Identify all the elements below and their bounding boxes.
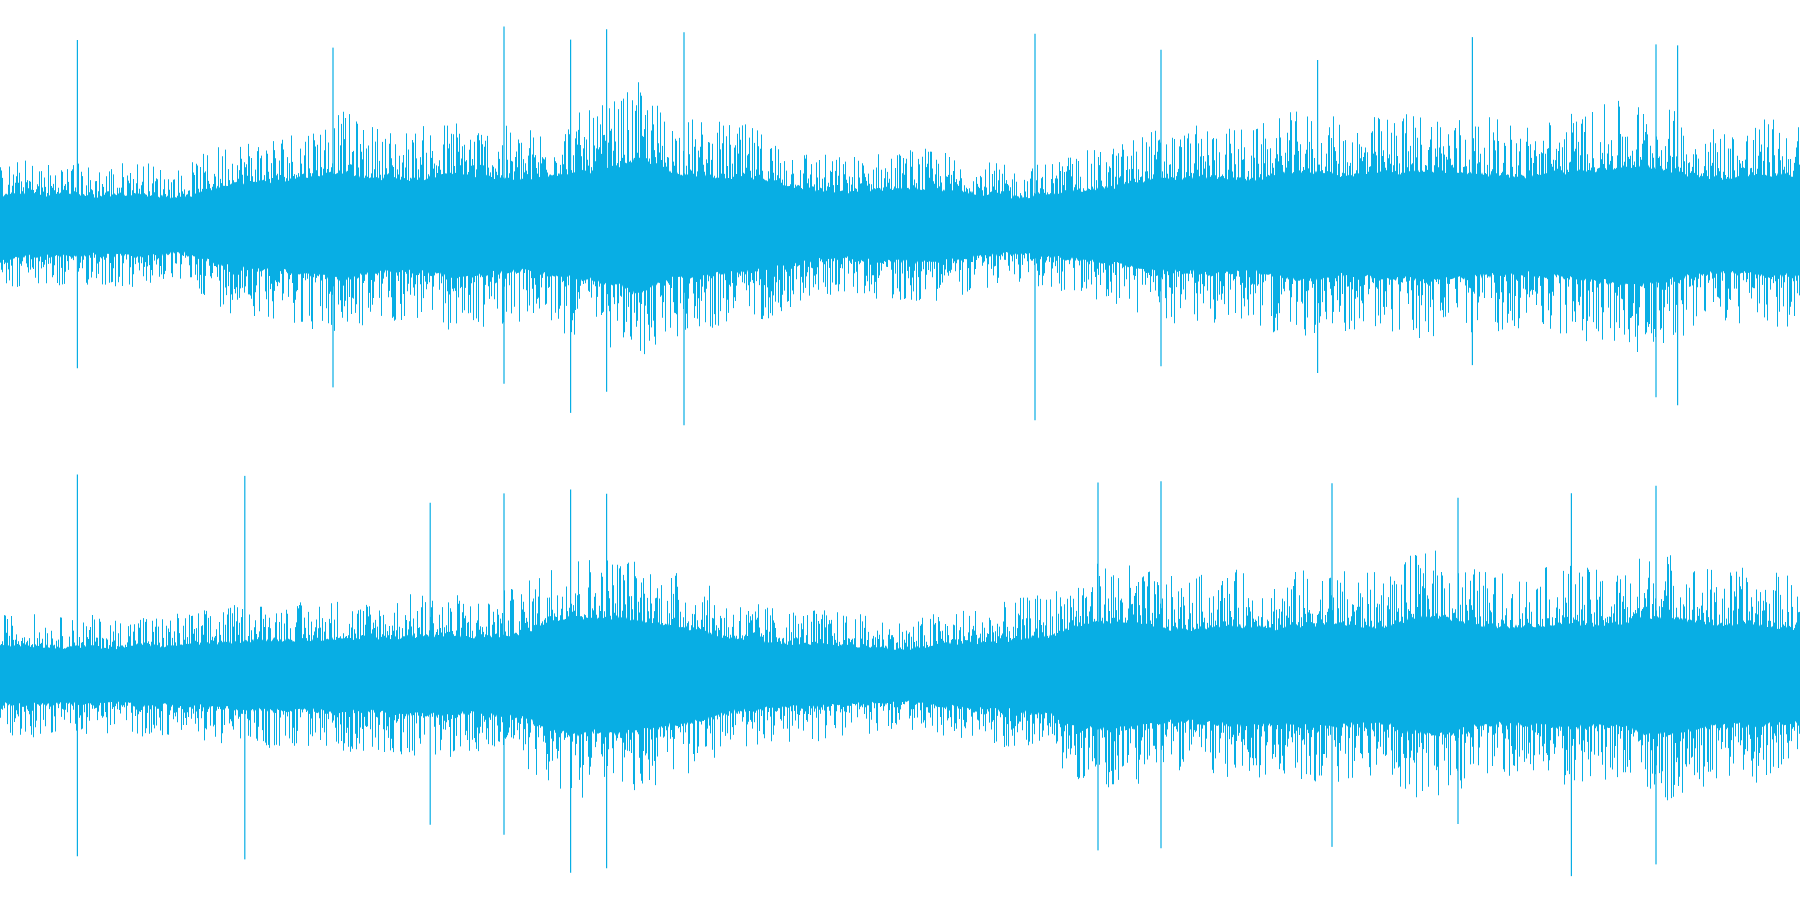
channel-2-peaks xyxy=(0,550,1800,801)
channel-2-waveform xyxy=(0,474,1800,877)
channel-1-peaks xyxy=(0,82,1800,355)
channel-1-waveform xyxy=(0,26,1800,426)
